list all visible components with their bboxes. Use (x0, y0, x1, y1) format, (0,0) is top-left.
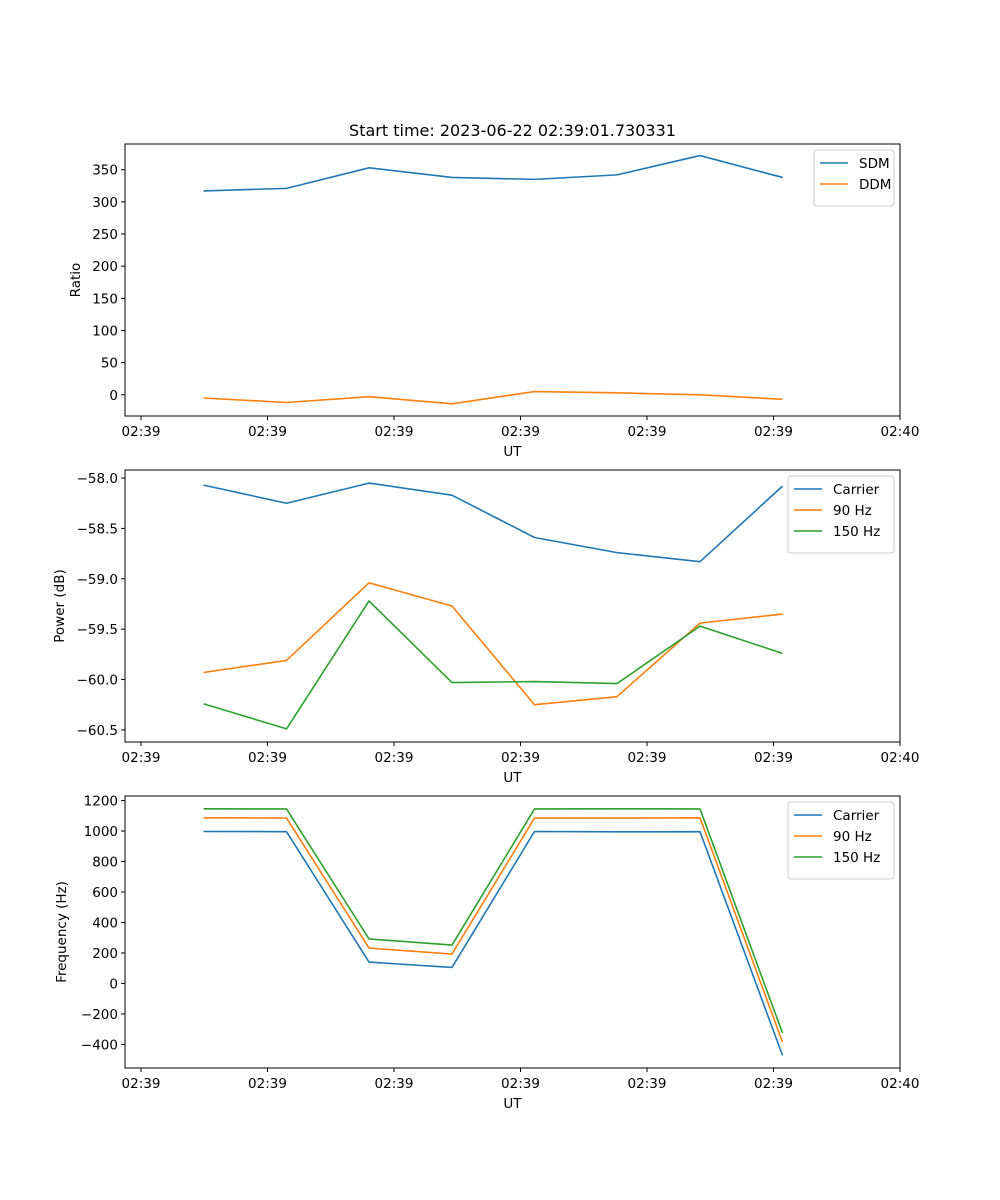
x-tick-label: 02:39 (122, 1076, 161, 1092)
legend-entry: 150 Hz (833, 524, 880, 540)
legend-box (813, 149, 895, 207)
x-tick-label: 02:39 (375, 424, 414, 440)
y-tick-label: 400 (92, 915, 118, 931)
y-tick-label: 300 (92, 195, 118, 211)
x-tick-label: 02:39 (248, 1076, 287, 1092)
legend-entry: 90 Hz (833, 503, 872, 519)
y-axis-label: Ratio (68, 263, 84, 298)
y-tick-label: −58.5 (77, 521, 118, 537)
series-line (203, 154, 783, 192)
ratio-subplot: 0 50 100 150 200 250 300 350 02:39 02:39 02:39 02:3… (68, 143, 920, 460)
y-tick-label: 150 (92, 291, 118, 307)
y-tick-label: −58.0 (77, 471, 118, 487)
y-tick-label: 0 (109, 976, 118, 992)
x-axis-label: UT (503, 1096, 522, 1112)
series-line (203, 482, 784, 563)
legend-box (787, 475, 895, 554)
legend-box (787, 801, 895, 880)
series-line (203, 582, 783, 706)
x-tick-label: 02:39 (754, 424, 793, 440)
chart-title: Start time: 2023-06-22 02:39:01.730331 (349, 121, 676, 140)
x-tick-label: 02:39 (501, 750, 540, 766)
y-tick-label: 100 (92, 323, 118, 339)
y-tick-label: −59.5 (77, 622, 118, 638)
legend-entry: DDM (859, 177, 891, 193)
y-tick-label: 200 (92, 946, 118, 962)
y-axis-label: Frequency (Hz) (54, 881, 70, 983)
legend-entry: 150 Hz (833, 850, 880, 866)
x-tick-label: 02:39 (628, 1076, 667, 1092)
series-line (203, 816, 784, 1043)
series-line (203, 830, 784, 1056)
x-tick-label: 02:40 (881, 750, 920, 766)
x-tick-label: 02:39 (122, 750, 161, 766)
x-axis-label: UT (503, 444, 522, 460)
x-tick-label: 02:39 (628, 424, 667, 440)
y-tick-label: −60.5 (77, 723, 118, 739)
x-tick-label: 02:39 (754, 750, 793, 766)
x-tick-label: 02:39 (248, 424, 287, 440)
y-tick-label: 200 (92, 259, 118, 275)
x-tick-label: 02:39 (375, 750, 414, 766)
y-tick-label: 1000 (84, 824, 118, 840)
y-tick-label: 350 (92, 163, 118, 179)
series-line (203, 390, 783, 405)
legend-entry: SDM (859, 156, 890, 172)
x-tick-label: 02:39 (375, 1076, 414, 1092)
axes-frame (124, 795, 901, 1069)
y-tick-label: −400 (81, 1037, 118, 1053)
axes-frame (124, 469, 901, 743)
y-tick-label: −200 (81, 1007, 118, 1023)
legend-entry: 90 Hz (833, 829, 872, 845)
x-tick-label: 02:39 (754, 1076, 793, 1092)
series-line (203, 807, 784, 1034)
y-tick-label: 0 (109, 388, 118, 404)
y-tick-label: 1200 (84, 794, 118, 810)
y-tick-label: 50 (101, 356, 118, 372)
x-tick-label: 02:39 (628, 750, 667, 766)
frequency-subplot: −400 −200 0 200 400 600 800 1000 1200 02:39 02:39 0… (54, 794, 919, 1112)
axes-frame (124, 143, 901, 417)
y-tick-label: 600 (92, 885, 118, 901)
legend-entry: Carrier (833, 808, 880, 824)
x-tick-label: 02:39 (501, 1076, 540, 1092)
power-subplot: −60.5 −60.0 −59.5 −59.0 −58.5 −58.0 02:39 02:39… (52, 469, 920, 786)
legend-entry: Carrier (833, 482, 880, 498)
series-line (203, 600, 783, 730)
y-tick-label: 250 (92, 227, 118, 243)
x-tick-label: 02:39 (501, 424, 540, 440)
y-tick-label: −59.0 (77, 572, 118, 588)
x-axis-label: UT (503, 770, 522, 786)
x-tick-label: 02:40 (881, 424, 920, 440)
y-tick-label: 800 (92, 855, 118, 871)
x-tick-label: 02:39 (122, 424, 161, 440)
x-tick-label: 02:39 (248, 750, 287, 766)
x-tick-label: 02:40 (881, 1076, 920, 1092)
y-axis-label: Power (dB) (52, 569, 68, 642)
y-tick-label: −60.0 (77, 673, 118, 689)
